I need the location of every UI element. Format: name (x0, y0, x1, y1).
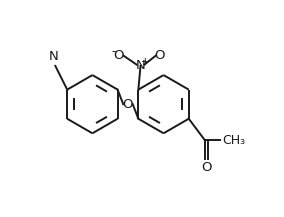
Text: O: O (114, 49, 124, 62)
Text: -: - (111, 45, 116, 58)
Text: O: O (201, 161, 212, 174)
Text: O: O (123, 98, 133, 111)
Text: N: N (136, 59, 145, 72)
Text: O: O (155, 49, 165, 62)
Text: N: N (49, 50, 59, 63)
Text: +: + (141, 58, 150, 67)
Text: CH₃: CH₃ (222, 134, 245, 147)
